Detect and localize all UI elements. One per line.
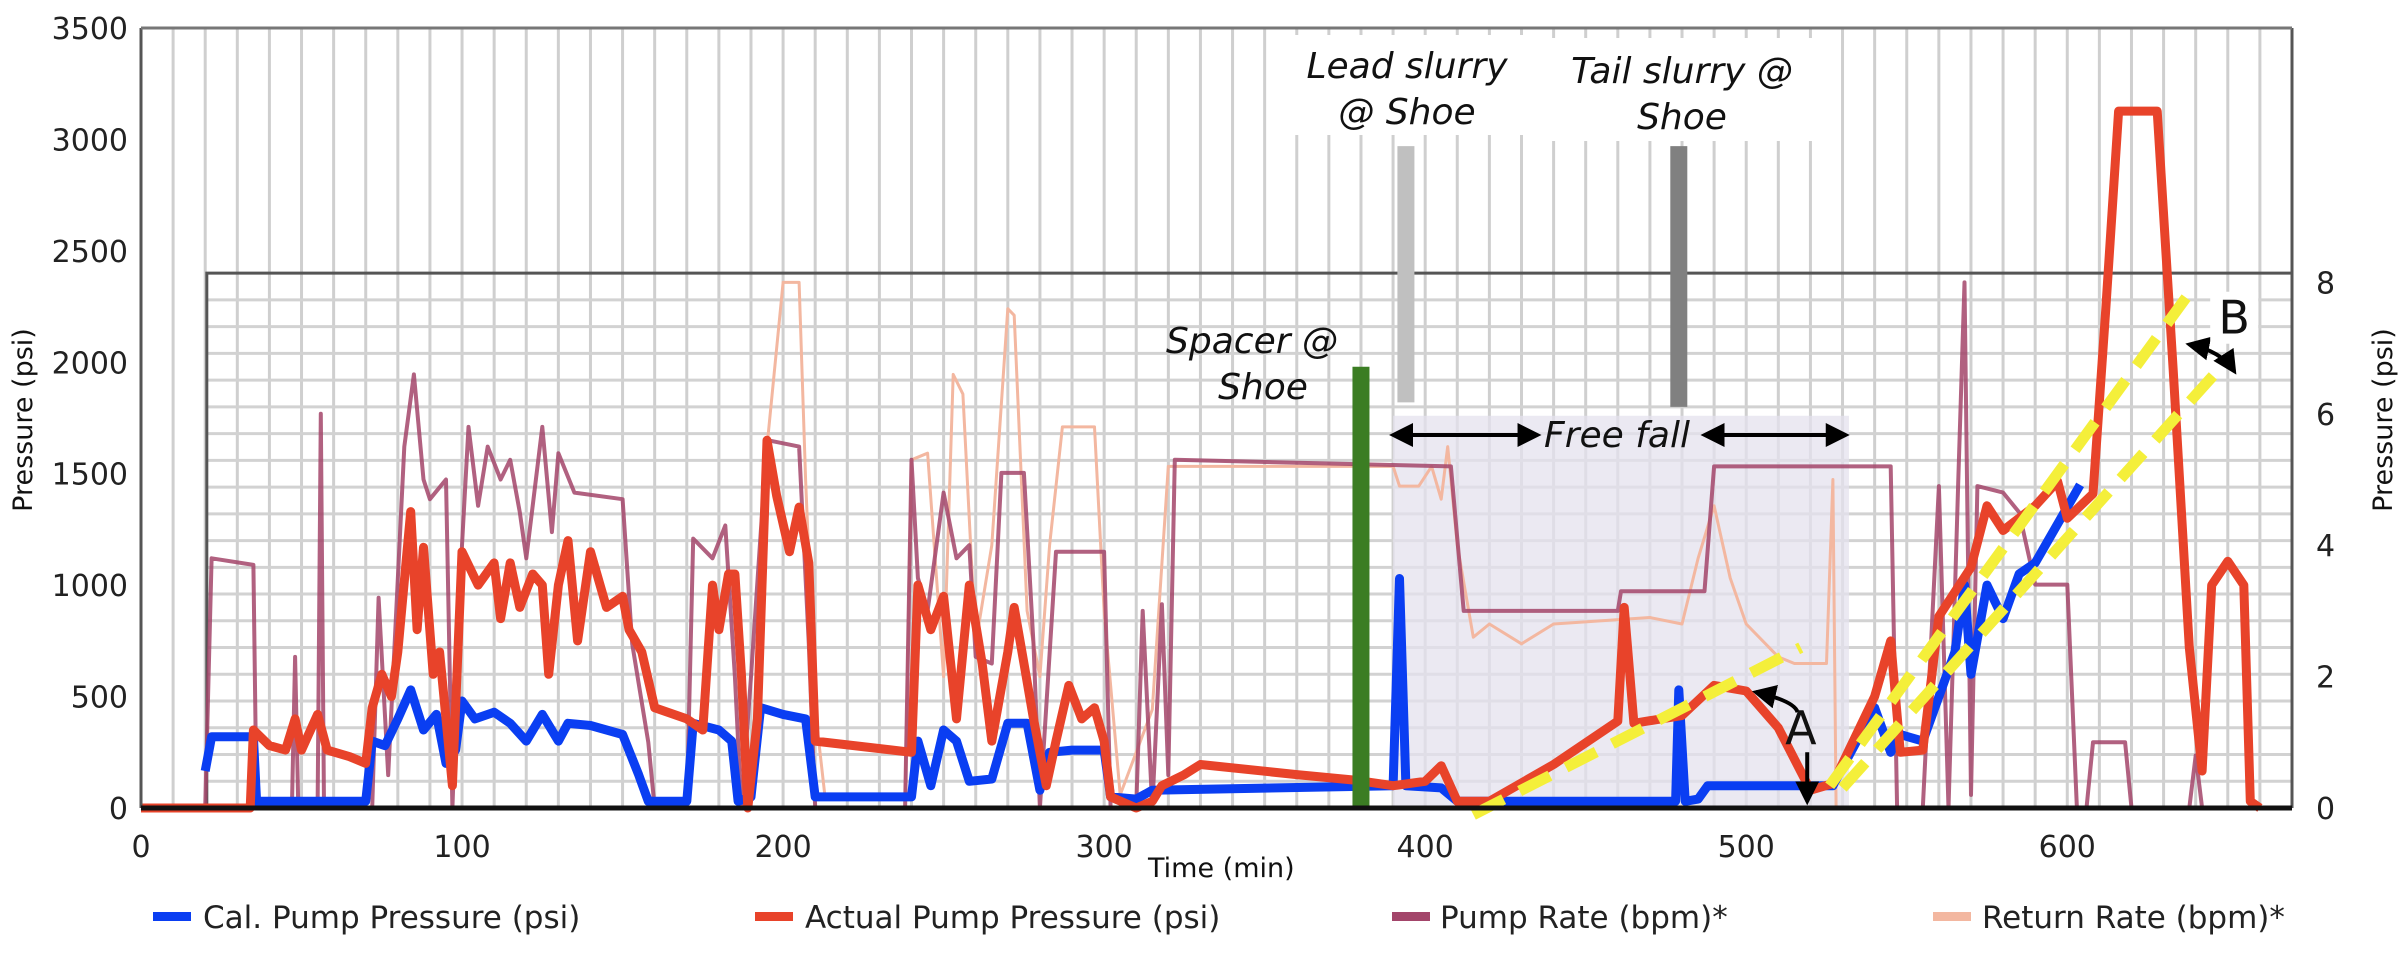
x-tick-label: 100 <box>433 830 490 865</box>
annotation-layer: B <box>1352 146 2259 820</box>
legend-swatch-cal-pump-pressure <box>153 912 191 921</box>
series-line-pump-rate-bpm <box>203 280 2205 810</box>
y-axis-right-label: Pressure (psi) <box>2368 328 2399 512</box>
x-tick-label: 500 <box>1718 830 1775 865</box>
tail-slurry-label-line1: Tail slurry @ <box>1571 51 1793 92</box>
y-right-tick-label: 6 <box>2316 398 2335 433</box>
y-left-tick-label: 500 <box>71 681 128 716</box>
spacer-label-line1: Spacer @ <box>1166 321 1338 362</box>
arrow-b <box>2185 336 2237 375</box>
spacer-label-line2: Shoe <box>1218 367 1308 408</box>
legend-swatch-return-rate <box>1933 912 1971 921</box>
legend-label-return-rate: Return Rate (bpm)* <box>1982 900 2285 936</box>
y-left-tick-label: 2000 <box>52 346 128 381</box>
label-b: B <box>2218 291 2250 345</box>
y-right-tick-label: 2 <box>2316 661 2335 696</box>
series-line-return-rate-bpm <box>765 280 1838 809</box>
legend-label-actual-pump-pressure: Actual Pump Pressure (psi) <box>805 900 1220 936</box>
x-tick-label: 200 <box>754 830 811 865</box>
y-left-tick-label: 2500 <box>52 235 128 270</box>
y-left-tick-label: 3500 <box>52 12 128 47</box>
yellow-trend-line <box>1470 642 1804 820</box>
y-right-tick-label: 0 <box>2316 792 2335 827</box>
axes: 0 100 200 300 400 500 600 0 500 1000 1500 2000 2500 3… <box>52 12 2335 865</box>
arrow-a-upper <box>1751 684 1800 714</box>
legend-label-pump-rate: Pump Rate (bpm)* <box>1440 900 1728 936</box>
x-axis-label: Time (min) <box>1147 853 1295 884</box>
legend-swatch-actual-pump-pressure <box>755 912 793 921</box>
tail-slurry-label-box <box>1546 38 1818 141</box>
legend: Cal. Pump Pressure (psi) Actual Pump Pre… <box>153 900 2285 936</box>
x-tick-label: 300 <box>1076 830 1133 865</box>
yellow-trend-line <box>1838 366 2223 792</box>
y-left-tick-label: 0 <box>109 792 128 827</box>
y-left-tick-label: 1500 <box>52 458 128 493</box>
x-tick-label: 400 <box>1397 830 1454 865</box>
free-fall-label: Free fall <box>1544 415 1690 456</box>
series-layer <box>141 106 2263 813</box>
label-a: A <box>1785 701 1817 755</box>
y-axis-left-label: Pressure (psi) <box>8 328 39 512</box>
lead-slurry-label-box <box>1270 35 1546 135</box>
y-left-tick-label: 3000 <box>52 123 128 158</box>
x-tick-label: 600 <box>2039 830 2096 865</box>
x-tick-label: 0 <box>131 830 150 865</box>
lead-slurry-label-line1: Lead slurry <box>1306 46 1508 87</box>
series-line-actual-pump-pressure-psi <box>141 106 2263 813</box>
inner-plot-box <box>205 271 2292 808</box>
y-right-tick-label: 8 <box>2316 266 2335 301</box>
lead-slurry-label-line2: @ Shoe <box>1338 92 1475 133</box>
legend-swatch-pump-rate <box>1392 912 1430 921</box>
y-left-tick-label: 1000 <box>52 569 128 604</box>
tail-slurry-label-line2: Shoe <box>1637 97 1727 138</box>
legend-label-cal-pump-pressure: Cal. Pump Pressure (psi) <box>203 900 580 936</box>
y-right-tick-label: 4 <box>2316 529 2335 564</box>
label-b-background <box>2210 291 2259 344</box>
